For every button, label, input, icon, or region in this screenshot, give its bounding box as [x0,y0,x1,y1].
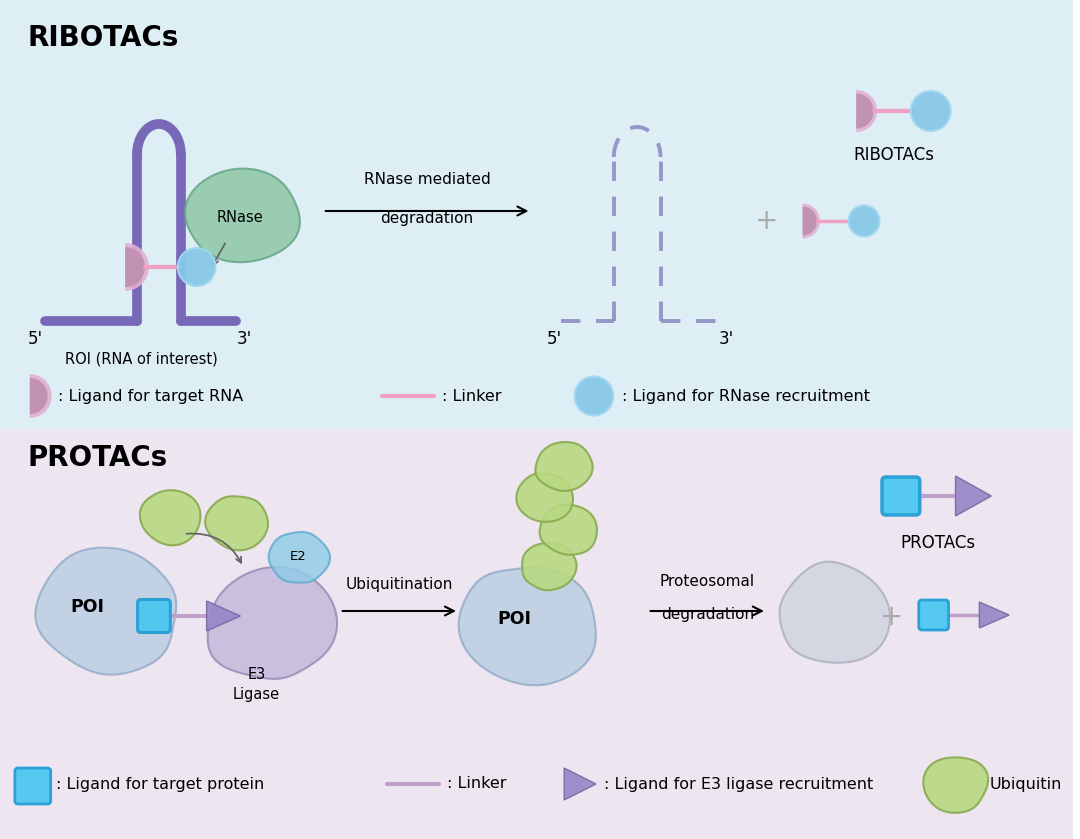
FancyBboxPatch shape [919,600,948,630]
Text: Proteosomal: Proteosomal [660,574,755,588]
Polygon shape [205,496,268,550]
Text: RIBOTACs: RIBOTACs [28,24,179,52]
Text: 3': 3' [719,330,734,348]
Text: ROI (RNA of interest): ROI (RNA of interest) [65,351,217,366]
Wedge shape [125,243,149,291]
Text: : Linker: : Linker [447,777,507,791]
Wedge shape [856,90,877,132]
Circle shape [178,248,216,286]
Circle shape [849,206,879,237]
Text: RNase: RNase [217,210,264,225]
Polygon shape [36,548,176,675]
Text: Ligase: Ligase [232,687,280,702]
Text: RNase mediated: RNase mediated [364,171,490,186]
Wedge shape [802,206,816,236]
Bar [0,429,1072,839]
Polygon shape [516,473,573,522]
Polygon shape [269,532,330,582]
Circle shape [575,377,613,415]
Text: E2: E2 [289,550,307,562]
Text: +: + [880,603,904,631]
Text: : Ligand for target RNA: : Ligand for target RNA [57,388,243,404]
Text: PROTACs: PROTACs [900,534,975,552]
Polygon shape [923,758,988,813]
Text: 5': 5' [28,330,43,348]
Text: : Ligand for target protein: : Ligand for target protein [56,777,264,791]
Bar [0,0,1072,429]
Text: 3': 3' [237,330,252,348]
Polygon shape [459,568,596,685]
Polygon shape [540,505,597,555]
Wedge shape [30,378,48,414]
Polygon shape [564,768,596,800]
Text: degradation: degradation [380,211,474,226]
Text: : Ligand for RNase recruitment: : Ligand for RNase recruitment [622,388,869,404]
Polygon shape [956,476,991,516]
FancyBboxPatch shape [15,768,51,804]
Text: PROTACs: PROTACs [28,444,168,472]
Polygon shape [980,602,1009,628]
Text: POI: POI [498,610,531,628]
Text: 5': 5' [546,330,562,348]
FancyBboxPatch shape [137,600,171,633]
Text: : Ligand for E3 ligase recruitment: : Ligand for E3 ligase recruitment [604,777,873,791]
Polygon shape [522,543,577,591]
Wedge shape [802,204,820,238]
Polygon shape [140,490,201,545]
Text: degradation: degradation [661,607,754,622]
Text: RIBOTACs: RIBOTACs [853,146,934,164]
Wedge shape [30,374,52,418]
Polygon shape [206,601,241,631]
Wedge shape [856,93,874,128]
Text: +: + [755,207,779,235]
Polygon shape [780,561,890,663]
Circle shape [910,91,950,131]
Text: E3: E3 [247,667,266,682]
FancyBboxPatch shape [882,477,920,515]
Text: POI: POI [70,598,105,616]
Polygon shape [536,442,593,491]
Text: : Linker: : Linker [442,388,501,404]
Text: Ubiquitination: Ubiquitination [346,576,453,591]
Polygon shape [207,567,337,679]
Text: Ubiquitin: Ubiquitin [989,777,1062,791]
Wedge shape [125,247,145,287]
Polygon shape [185,169,300,262]
